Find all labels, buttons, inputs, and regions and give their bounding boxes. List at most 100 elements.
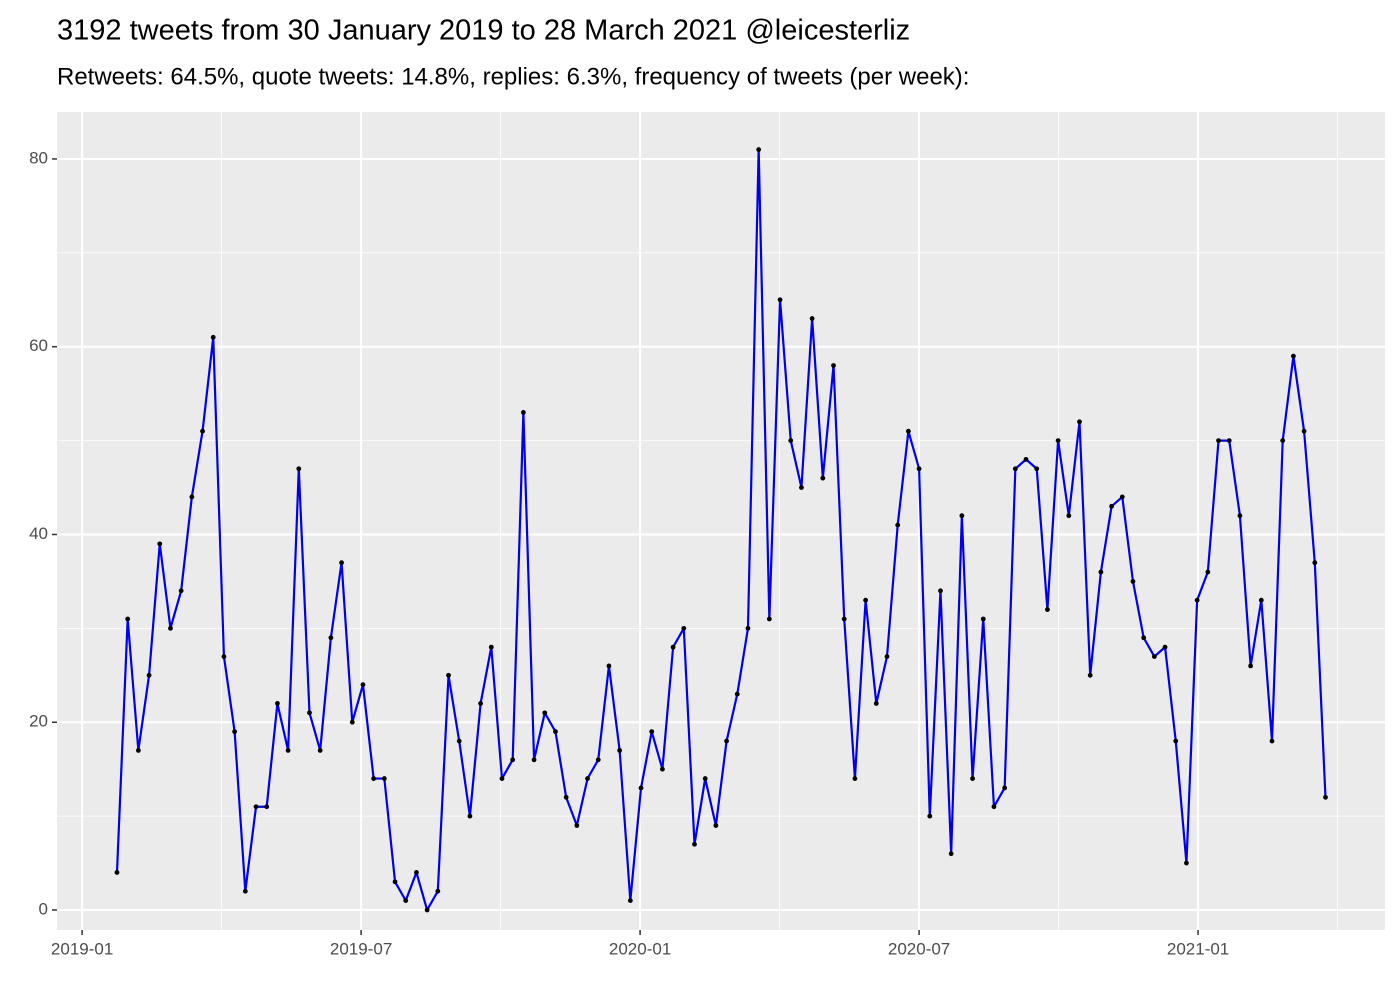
data-point	[1066, 513, 1072, 519]
data-point	[446, 672, 451, 678]
data-point	[585, 776, 590, 781]
data-point	[403, 898, 409, 904]
data-point	[424, 907, 430, 913]
data-point	[873, 701, 879, 706]
x-tick-label: 2020-07	[888, 939, 950, 958]
y-tick-label: 0	[39, 899, 48, 918]
data-point	[488, 644, 494, 650]
data-point	[745, 625, 751, 631]
data-point	[1269, 738, 1275, 744]
y-tick-label: 60	[29, 336, 48, 355]
data-point	[959, 513, 965, 519]
data-point	[1087, 672, 1093, 678]
data-point	[168, 625, 173, 631]
data-point	[574, 823, 580, 828]
data-point	[339, 560, 344, 566]
y-tick-label: 80	[29, 148, 48, 167]
data-point	[713, 823, 719, 828]
data-point	[1034, 466, 1040, 472]
data-point	[916, 466, 922, 472]
data-point	[852, 776, 858, 781]
data-point	[1312, 560, 1318, 566]
series-line	[115, 148, 1327, 912]
data-point	[1045, 607, 1050, 612]
data-point	[1323, 794, 1328, 800]
data-point	[381, 776, 387, 781]
data-point	[692, 841, 697, 847]
data-point	[1301, 428, 1307, 434]
data-point	[467, 813, 473, 819]
data-point	[200, 428, 205, 434]
data-point	[627, 898, 633, 904]
data-point	[563, 794, 569, 800]
data-point	[863, 597, 869, 603]
data-point	[638, 785, 644, 791]
data-point	[371, 776, 377, 781]
data-point	[1226, 438, 1232, 443]
data-point	[275, 701, 280, 706]
y-tick-label: 40	[29, 524, 48, 543]
data-point	[1023, 456, 1029, 462]
data-point	[531, 757, 537, 763]
data-point	[242, 888, 248, 894]
data-point	[210, 334, 216, 340]
data-point	[510, 757, 516, 763]
data-point	[328, 635, 334, 641]
data-point	[1151, 654, 1157, 659]
data-point	[649, 729, 655, 735]
data-point	[1248, 663, 1254, 669]
data-point	[221, 654, 227, 659]
data-point	[980, 616, 986, 622]
data-point	[553, 729, 558, 735]
data-point	[606, 663, 612, 669]
data-point	[296, 466, 302, 472]
data-point	[1098, 569, 1104, 575]
data-point	[895, 522, 901, 528]
data-point	[1130, 579, 1136, 584]
data-point	[841, 616, 847, 622]
data-point	[595, 757, 601, 763]
x-tick-label: 2020-01	[609, 939, 671, 958]
data-point	[157, 541, 163, 547]
data-point	[970, 776, 975, 781]
data-point	[520, 410, 526, 415]
data-point	[1290, 353, 1296, 359]
data-point	[232, 729, 238, 735]
data-point	[670, 644, 676, 650]
data-point	[360, 682, 366, 688]
data-point	[414, 870, 419, 875]
data-point	[1194, 597, 1200, 603]
data-point	[178, 588, 184, 594]
data-point	[1119, 494, 1125, 500]
data-point	[1109, 503, 1114, 509]
data-point	[905, 428, 911, 434]
data-point	[702, 776, 708, 781]
y-tick-label: 20	[29, 712, 48, 731]
data-point	[1205, 569, 1211, 575]
data-point	[788, 438, 794, 443]
data-point	[392, 879, 398, 885]
data-point	[681, 625, 687, 631]
chart-subtitle: Retweets: 64.5%, quote tweets: 14.8%, re…	[57, 63, 969, 90]
data-point	[478, 701, 484, 706]
data-point	[435, 888, 441, 894]
data-point	[1055, 438, 1061, 443]
data-point	[1258, 597, 1264, 603]
data-point	[189, 494, 195, 500]
data-point	[927, 813, 933, 819]
data-point	[809, 316, 815, 321]
data-point	[349, 719, 355, 725]
data-point	[724, 738, 729, 744]
x-tick-label: 2019-01	[51, 939, 113, 958]
data-point	[1173, 738, 1179, 744]
data-point	[1012, 466, 1018, 472]
data-point	[660, 766, 665, 772]
data-point	[1216, 438, 1221, 443]
data-point	[114, 870, 120, 875]
data-point	[766, 616, 772, 622]
x-tick-label: 2021-01	[1167, 939, 1229, 958]
data-point	[820, 475, 826, 481]
data-point	[948, 851, 954, 857]
